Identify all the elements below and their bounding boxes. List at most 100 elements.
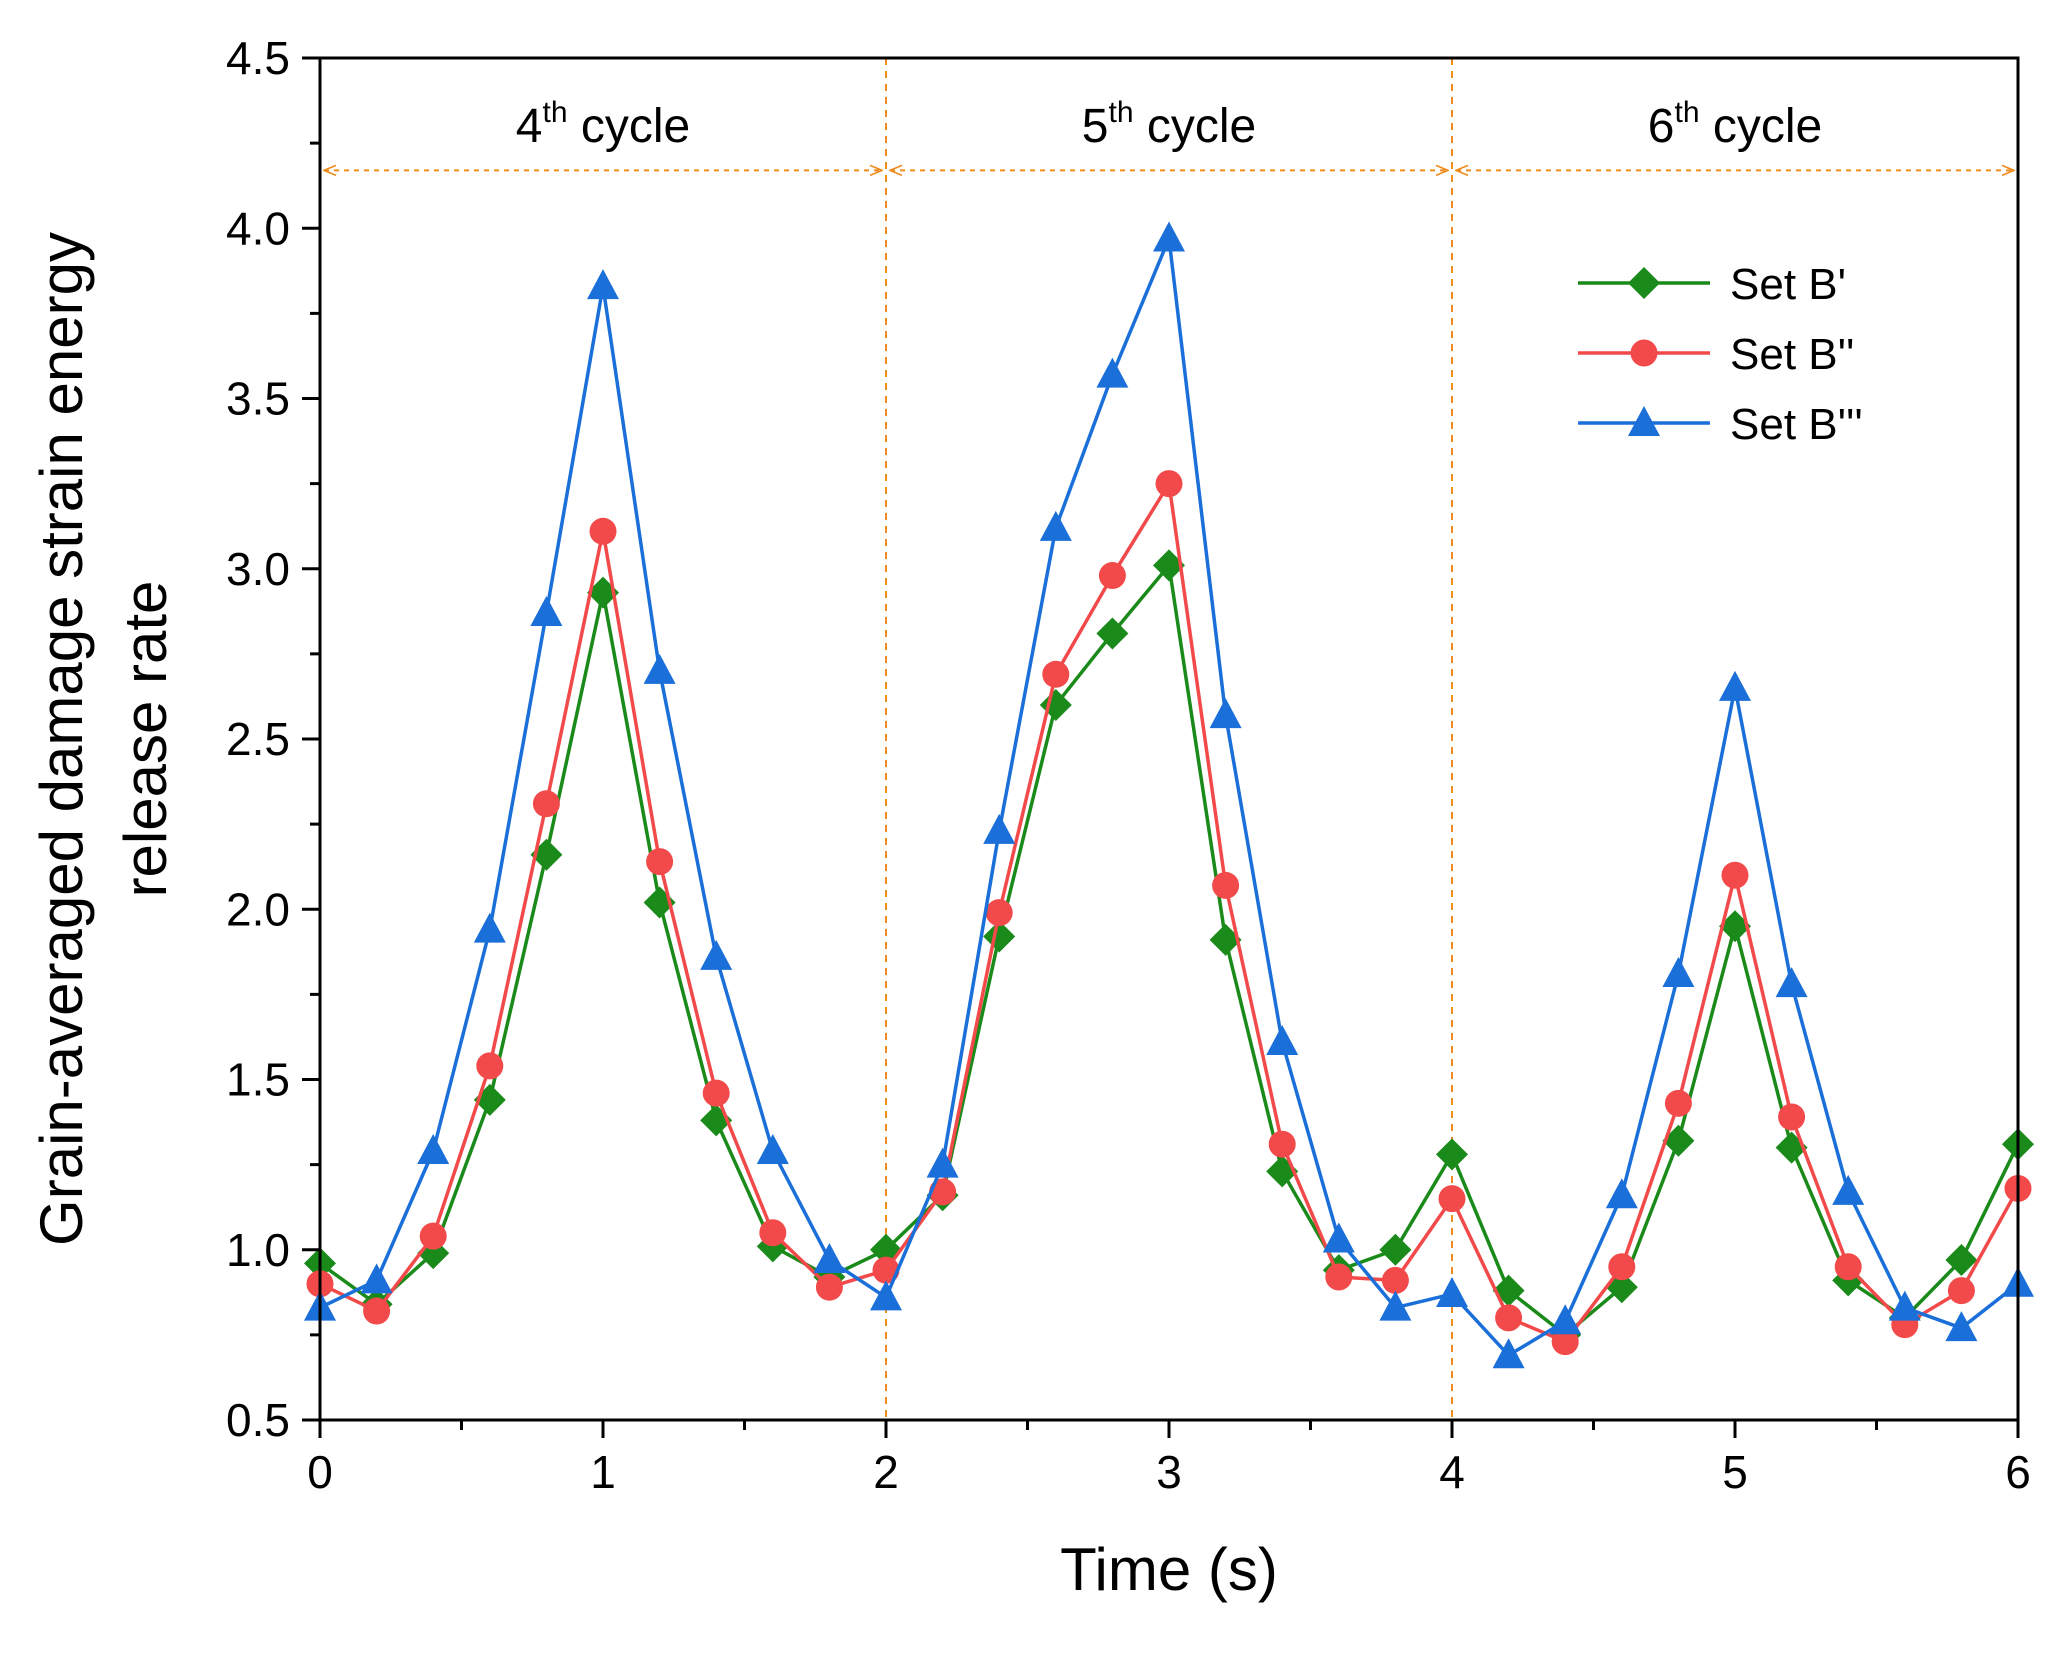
cycle-annotations: 4th cycle 5th cycle 6th cycle: [324, 58, 2014, 1420]
y-axis-title-line2: release rate: [112, 581, 179, 898]
y-axis-title-line1: Grain-averaged damage strain energy: [28, 232, 95, 1246]
series-2-point-22: [1549, 1304, 1582, 1335]
series-0-point-15: [1153, 549, 1185, 582]
series-1-point-4: [532, 790, 560, 818]
series-2-point-9: [813, 1242, 846, 1273]
series-0-point-19: [1379, 1233, 1412, 1266]
legend-marker-1: [1630, 339, 1658, 367]
x-tick-label-0: 0: [307, 1446, 333, 1498]
x-tick-label-3: 3: [1156, 1446, 1182, 1498]
series-1-point-24: [1664, 1089, 1692, 1117]
cycle-label-word: cycle: [1134, 100, 1257, 153]
series-1-point-15: [1155, 470, 1183, 498]
series-1-point-11: [929, 1178, 957, 1206]
x-tick-label-2: 2: [873, 1446, 899, 1498]
series-1-point-5: [589, 517, 617, 545]
series-1-point-3: [476, 1052, 504, 1080]
series-2-point-10: [870, 1280, 902, 1311]
x-tick-label-1: 1: [590, 1446, 616, 1498]
series-0-point-14: [1096, 617, 1129, 650]
series-0-point-16: [1209, 923, 1242, 956]
y-tick-label-0.5: 0.5: [226, 1394, 290, 1446]
x-tick-label-6: 6: [2005, 1446, 2031, 1498]
series-1-point-17: [1268, 1130, 1296, 1158]
series-2-point-16: [1209, 698, 1242, 729]
y-tick-label-3.0: 3.0: [226, 543, 290, 595]
series-1-point-16: [1212, 871, 1240, 899]
series-1-point-26: [1778, 1103, 1806, 1131]
cycle-label-5: 5th cycle: [1082, 96, 1256, 153]
cycle-label-6: 6th cycle: [1648, 96, 1822, 153]
series-1-point-9: [815, 1273, 843, 1301]
series-layer: [304, 221, 2034, 1369]
series-1-point-1: [363, 1297, 391, 1325]
y-tick-label-4.5: 4.5: [226, 32, 290, 84]
series-1-point-12: [985, 899, 1013, 927]
x-tick-label-5: 5: [1722, 1446, 1748, 1498]
series-2-point-11: [926, 1147, 959, 1178]
series-2-point-26: [1775, 967, 1808, 998]
series-1-point-19: [1381, 1266, 1409, 1294]
series-2-point-5: [587, 269, 619, 300]
cycle-label-number: 4: [516, 100, 543, 153]
series-2-point-3: [473, 912, 506, 943]
series-line-0: [318, 563, 2020, 1337]
cycle-label-word: cycle: [568, 100, 691, 153]
y-tick-label-2.5: 2.5: [226, 713, 290, 765]
y-tick-label-3.5: 3.5: [226, 373, 290, 425]
series-2-point-7: [700, 939, 733, 970]
series-1-point-25: [1721, 861, 1749, 889]
series-2-point-23: [1605, 1178, 1638, 1209]
series-2-point-13: [1039, 510, 1072, 541]
series-2-point-17: [1266, 1025, 1299, 1056]
series-0-point-20: [1436, 1138, 1468, 1171]
series-2-point-19: [1379, 1290, 1412, 1321]
series-1-point-20: [1438, 1185, 1466, 1213]
series-1-point-2: [419, 1222, 447, 1250]
series-2-point-27: [1832, 1174, 1865, 1205]
y-tick-label-4.0: 4.0: [226, 202, 290, 254]
series-2-point-28: [1888, 1290, 1921, 1321]
series-line-1: [319, 481, 2020, 1344]
series-2-point-21: [1492, 1338, 1525, 1369]
y-tick-label-1.5: 1.5: [226, 1054, 290, 1106]
legend-label-2: Set B''': [1730, 400, 1863, 449]
y-tick-label-1.0: 1.0: [226, 1224, 290, 1276]
series-2-point-12: [983, 813, 1016, 844]
cycle-label-number: 6: [1648, 100, 1675, 153]
series-2-point-2: [417, 1134, 450, 1165]
series-1-point-22: [1551, 1328, 1579, 1356]
series-2-point-25: [1719, 670, 1751, 701]
series-2-point-4: [530, 596, 563, 627]
cycle-label-number: 5: [1082, 100, 1109, 153]
series-2-point-29: [1945, 1311, 1978, 1342]
series-1-point-14: [1098, 562, 1126, 590]
series-1-point-7: [702, 1079, 730, 1107]
series-1-point-23: [1608, 1253, 1636, 1281]
series-0-point-25: [1719, 910, 1751, 943]
series-1-point-13: [1042, 660, 1070, 688]
legend-label-0: Set B': [1730, 260, 1846, 309]
series-1-point-29: [1947, 1277, 1975, 1305]
legend-marker-2: [1628, 406, 1660, 436]
legend-marker-0: [1628, 267, 1660, 299]
cycle-label-suffix: th: [1108, 96, 1133, 129]
series-2-point-20: [1436, 1277, 1468, 1308]
series-1-point-21: [1495, 1304, 1523, 1332]
series-2-point-6: [643, 653, 676, 684]
series-1-point-27: [1834, 1253, 1862, 1281]
series-2-point-18: [1322, 1222, 1355, 1253]
series-1-point-8: [759, 1219, 787, 1247]
series-1-point-18: [1325, 1263, 1353, 1291]
cycle-label-suffix: th: [542, 96, 567, 129]
series-2-point-1: [360, 1263, 393, 1294]
axes: 0 1 2 3 4 5 6 0.5 1.0 1.5 2.0 2.5 3.0 3.5 4.0 4.5: [226, 32, 2031, 1498]
series-2-point-24: [1662, 956, 1695, 987]
x-tick-label-4: 4: [1439, 1446, 1465, 1498]
y-tick-label-2.0: 2.0: [226, 883, 290, 935]
legend-label-1: Set B'': [1730, 330, 1854, 379]
series-1-point-10: [872, 1256, 900, 1284]
legend: Set B' Set B'' Set B''': [1578, 260, 1863, 449]
cycle-label-word: cycle: [1700, 100, 1823, 153]
